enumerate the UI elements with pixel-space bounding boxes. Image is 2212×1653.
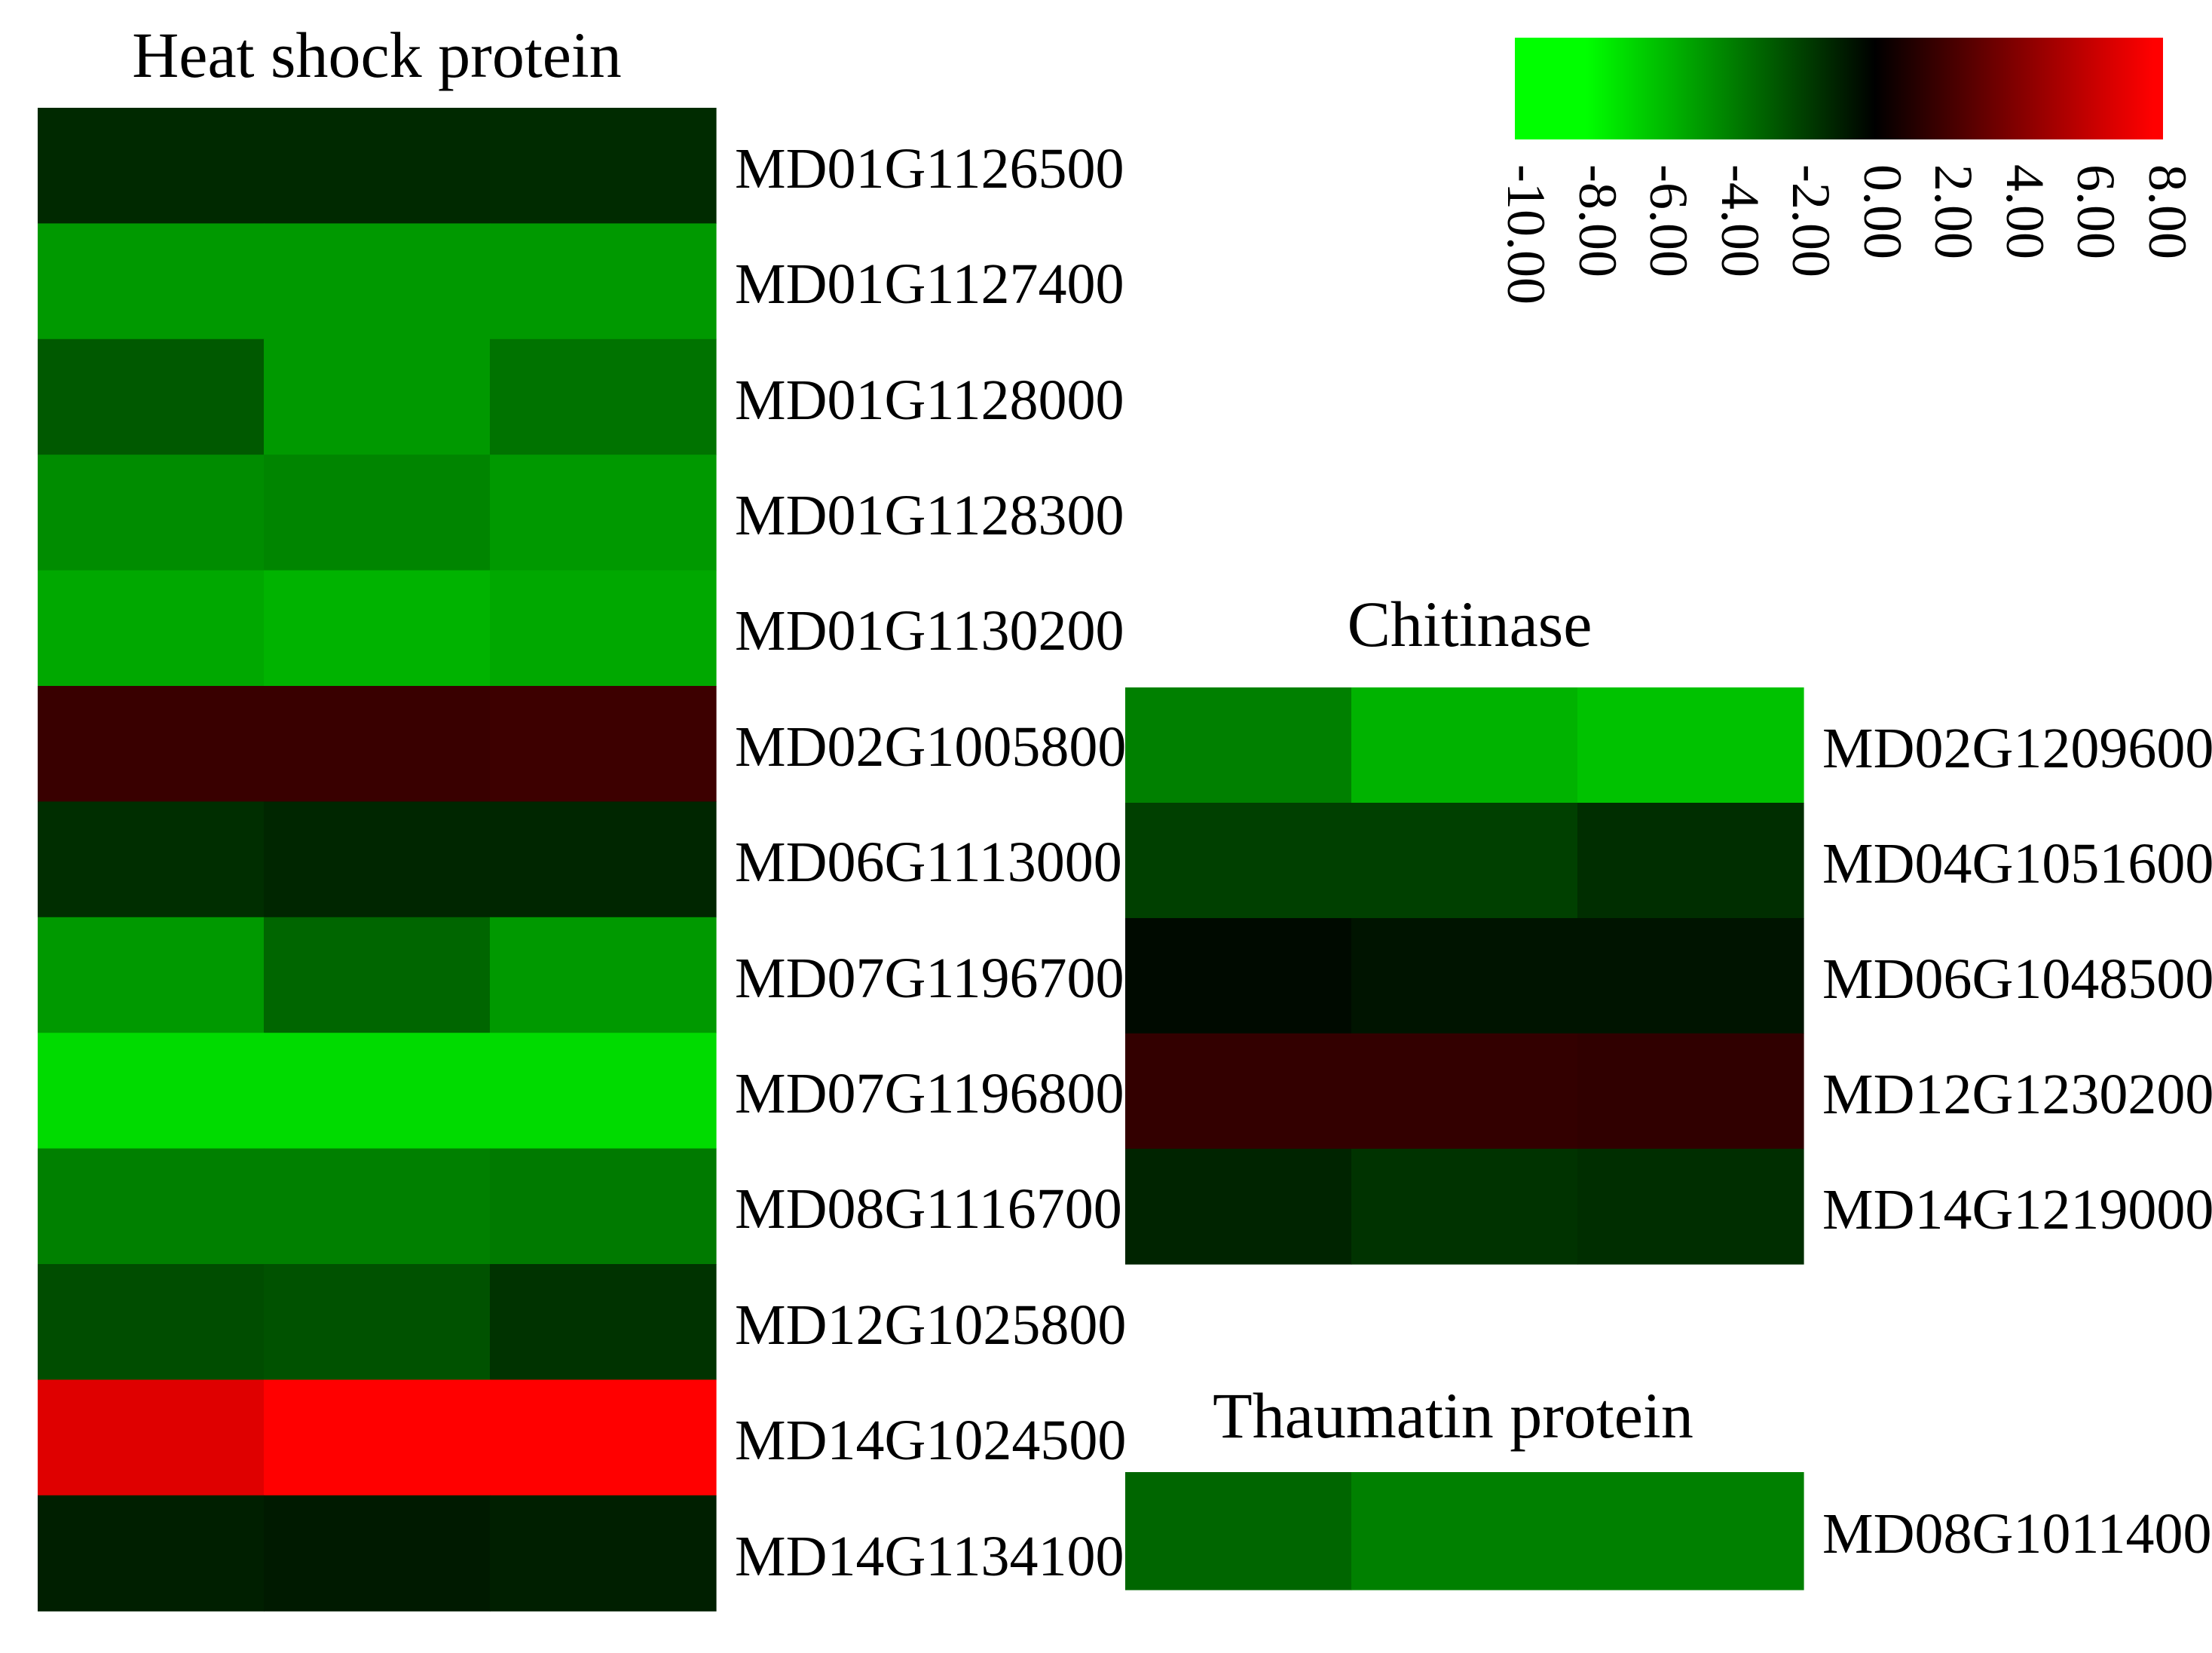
- heat-shock-cell: [38, 1033, 265, 1149]
- heat-shock-cell: [264, 1033, 491, 1149]
- color-scale-bar: [1515, 38, 2163, 139]
- heat-shock-cell: [490, 686, 717, 802]
- chitinase-row-label: MD04G1051600: [1822, 831, 2212, 895]
- heat-shock-cell: [264, 686, 491, 802]
- color-scale-tick-label: 2.00: [1923, 164, 1984, 259]
- chitinase-row-label: MD06G1048500: [1822, 947, 2212, 1011]
- thaumatin-title: Thaumatin protein: [1213, 1379, 1693, 1452]
- chitinase-cell: [1351, 1033, 1578, 1149]
- color-scale-tick-label: -4.00: [1709, 164, 1770, 277]
- heat-shock-cell: [490, 1148, 717, 1265]
- chitinase-title: Chitinase: [1347, 588, 1592, 660]
- heat-shock-cell: [264, 1379, 491, 1496]
- heat-shock-cell: [264, 917, 491, 1033]
- chitinase-cell: [1577, 687, 1804, 804]
- chitinase-cell: [1125, 1149, 1352, 1265]
- heat-shock-cell: [38, 686, 265, 802]
- color-scale-tick-label: 8.00: [2137, 164, 2198, 259]
- heat-shock-row-label: MD14G1024500: [735, 1409, 1127, 1473]
- chitinase-cell: [1351, 1149, 1578, 1265]
- heat-shock-cell: [38, 223, 265, 340]
- heat-shock-cell: [38, 570, 265, 687]
- heat-shock-cell: [490, 223, 717, 340]
- heat-shock-row-label: MD06G1113000: [735, 831, 1122, 895]
- heat-shock-row-label: MD07G1196800: [735, 1061, 1124, 1125]
- heat-shock-cell: [490, 455, 717, 571]
- heat-shock-row-label: MD01G1128000: [735, 368, 1124, 432]
- heat-shock-row-label: MD02G1005800: [735, 715, 1127, 779]
- heat-shock-row-label: MD14G1134100: [735, 1524, 1124, 1588]
- heat-shock-cell: [38, 338, 265, 455]
- color-scale-tick-label: -2.00: [1781, 164, 1841, 277]
- heat-shock-row-label: MD07G1196700: [735, 946, 1124, 1010]
- heat-shock-cell: [264, 1148, 491, 1265]
- heat-shock-cell: [264, 570, 491, 687]
- color-scale-tick-label: -10.00: [1496, 164, 1556, 305]
- thaumatin-row-label: MD08G1011400: [1822, 1502, 2212, 1566]
- heat-shock-cell: [490, 917, 717, 1033]
- heat-shock-row-label: MD01G1127400: [735, 253, 1124, 317]
- chitinase-cell: [1351, 803, 1578, 919]
- heat-shock-cell: [38, 1264, 265, 1380]
- heat-shock-cell: [490, 1033, 717, 1149]
- thaumatin-cell: [1351, 1472, 1578, 1590]
- heat-shock-cell: [264, 223, 491, 340]
- thaumatin-cell: [1125, 1472, 1352, 1590]
- thaumatin-cell: [1577, 1472, 1804, 1590]
- heat-shock-cell: [490, 1379, 717, 1496]
- chitinase-cell: [1577, 803, 1804, 919]
- heat-shock-cell: [38, 108, 265, 224]
- heat-shock-cell: [264, 801, 491, 918]
- chitinase-cell: [1125, 687, 1352, 804]
- chitinase-cell: [1351, 687, 1578, 804]
- chitinase-cell: [1351, 918, 1578, 1034]
- chitinase-cell: [1577, 1149, 1804, 1265]
- chitinase-cell: [1577, 918, 1804, 1034]
- color-scale-tick-label: 0.00: [1852, 164, 1913, 259]
- color-scale-tick-label: -8.00: [1567, 164, 1628, 277]
- color-scale-tick-label: -6.00: [1638, 164, 1699, 277]
- chitinase-cell: [1125, 918, 1352, 1034]
- heat-shock-cell: [490, 570, 717, 687]
- chitinase-row-label: MD02G1209600: [1822, 716, 2212, 780]
- heat-shock-cell: [38, 1379, 265, 1496]
- color-scale-tick-label: 6.00: [2066, 164, 2126, 259]
- chitinase-cell: [1125, 1033, 1352, 1149]
- heat-shock-row-label: MD12G1025800: [735, 1293, 1127, 1357]
- chitinase-cell: [1577, 1033, 1804, 1149]
- heat-shock-title: Heat shock protein: [132, 19, 622, 91]
- heat-shock-cell: [490, 338, 717, 455]
- heat-shock-cell: [490, 108, 717, 224]
- heat-shock-cell: [264, 1495, 491, 1612]
- heat-shock-cell: [38, 455, 265, 571]
- heat-shock-row-label: MD08G1116700: [735, 1177, 1122, 1241]
- heat-shock-cell: [38, 1495, 265, 1612]
- chitinase-row-label: MD14G1219000: [1822, 1177, 2212, 1241]
- heat-shock-cell: [490, 801, 717, 918]
- chitinase-cell: [1125, 803, 1352, 919]
- heat-shock-cell: [490, 1495, 717, 1612]
- heat-shock-row-label: MD01G1128300: [735, 483, 1124, 547]
- heat-shock-row-label: MD01G1130200: [735, 599, 1124, 663]
- chitinase-row-label: MD12G1230200: [1822, 1062, 2212, 1126]
- color-scale-tick-label: 4.00: [1994, 164, 2055, 259]
- heat-shock-cell: [264, 338, 491, 455]
- heat-shock-cell: [264, 1264, 491, 1380]
- heat-shock-cell: [264, 108, 491, 224]
- heat-shock-cell: [38, 1148, 265, 1265]
- heat-shock-row-label: MD01G1126500: [735, 136, 1124, 201]
- heat-shock-cell: [38, 917, 265, 1033]
- heat-shock-cell: [38, 801, 265, 918]
- heat-shock-cell: [490, 1264, 717, 1380]
- heat-shock-cell: [264, 455, 491, 571]
